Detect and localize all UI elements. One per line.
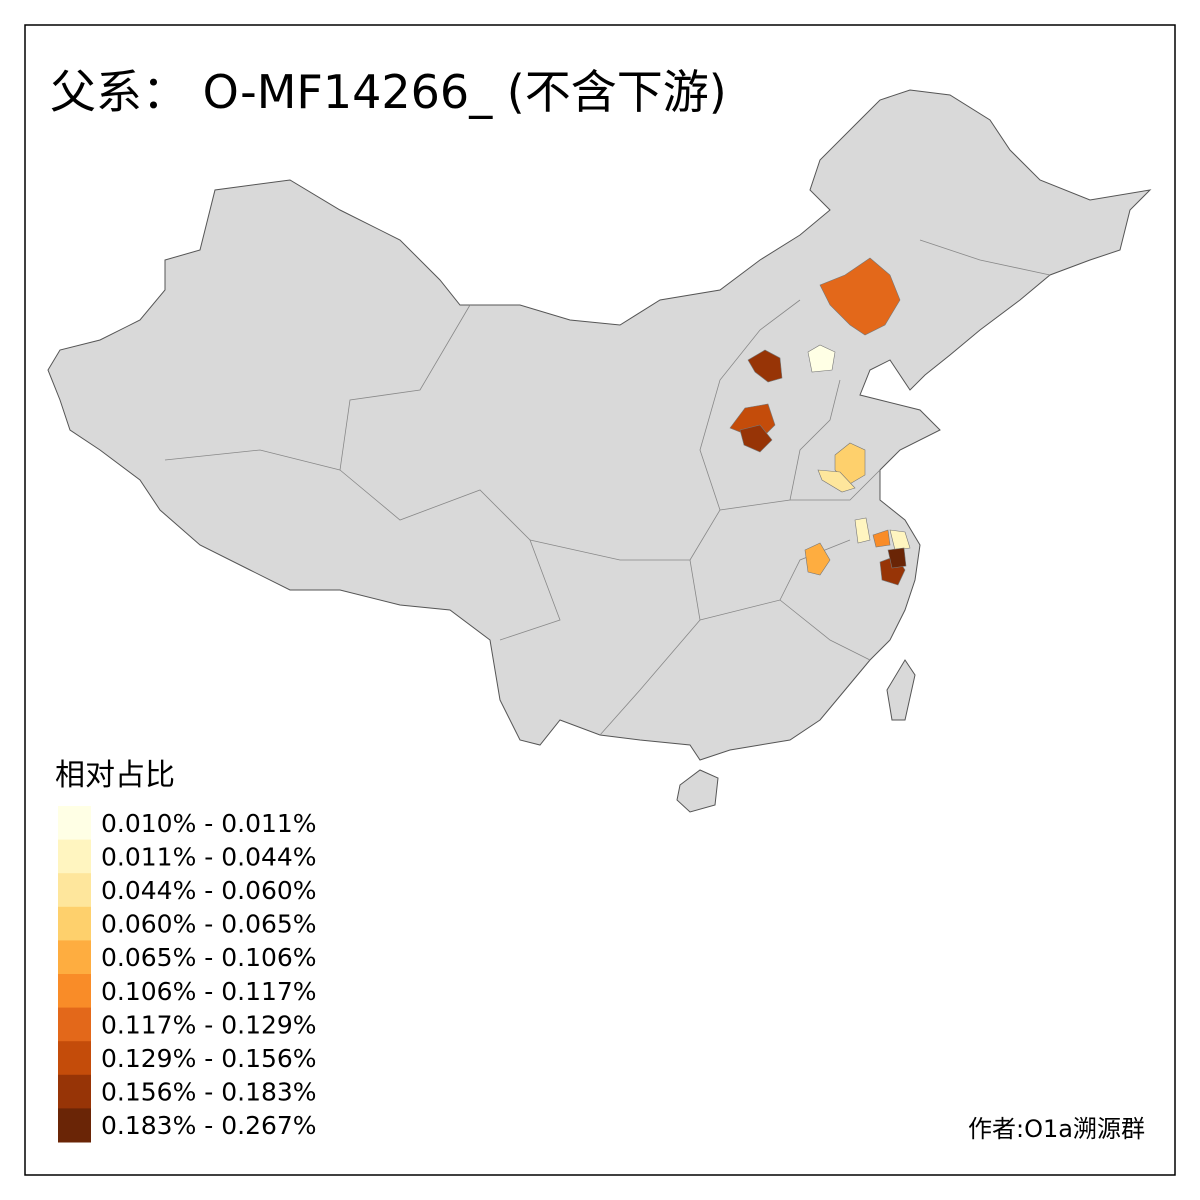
highlight-region <box>819 257 901 336</box>
legend-swatch <box>58 906 91 941</box>
legend-swatch <box>58 1108 91 1143</box>
legend-swatch <box>58 839 91 874</box>
province-borders <box>164 239 1051 736</box>
legend-label: 0.065% - 0.106% <box>101 943 317 972</box>
legend-label: 0.117% - 0.129% <box>101 1010 317 1039</box>
highlight-region <box>817 469 856 493</box>
legend-label: 0.011% - 0.044% <box>101 842 317 871</box>
island <box>676 769 719 813</box>
legend-label: 0.106% - 0.117% <box>101 977 317 1006</box>
legend-label: 0.183% - 0.267% <box>101 1111 317 1140</box>
highlight-region <box>804 542 831 576</box>
legend-label: 0.044% - 0.060% <box>101 876 317 905</box>
legend: 0.010% - 0.011% 0.011% - 0.044% 0.044% - 0… <box>58 806 317 1143</box>
highlight-region <box>872 529 891 548</box>
legend-swatch <box>58 1007 91 1042</box>
highlight-region <box>807 344 836 373</box>
legend-label: 0.060% - 0.065% <box>101 910 317 939</box>
legend-swatch <box>58 1041 91 1076</box>
highlight-regions <box>729 257 911 586</box>
highlight-region <box>889 529 911 551</box>
highlight-region <box>739 424 773 453</box>
legend-swatch <box>58 873 91 908</box>
legend-label: 0.010% - 0.011% <box>101 809 317 838</box>
highlight-region <box>747 349 783 383</box>
credit: 作者:O1a溯源群 <box>968 1115 1145 1143</box>
map-title: 父系： O-MF14266_ (不含下游) <box>50 65 727 119</box>
island <box>886 659 916 721</box>
highlight-region <box>854 517 871 544</box>
legend-label: 0.129% - 0.156% <box>101 1044 317 1073</box>
highlight-region <box>887 547 907 569</box>
legend-label: 0.156% - 0.183% <box>101 1078 317 1107</box>
legend-swatch <box>58 806 91 841</box>
legend-swatch <box>58 974 91 1009</box>
legend-swatch <box>58 940 91 975</box>
legend-swatch <box>58 1074 91 1109</box>
country-outline <box>47 89 1152 761</box>
legend-title: 相对占比 <box>55 758 175 793</box>
